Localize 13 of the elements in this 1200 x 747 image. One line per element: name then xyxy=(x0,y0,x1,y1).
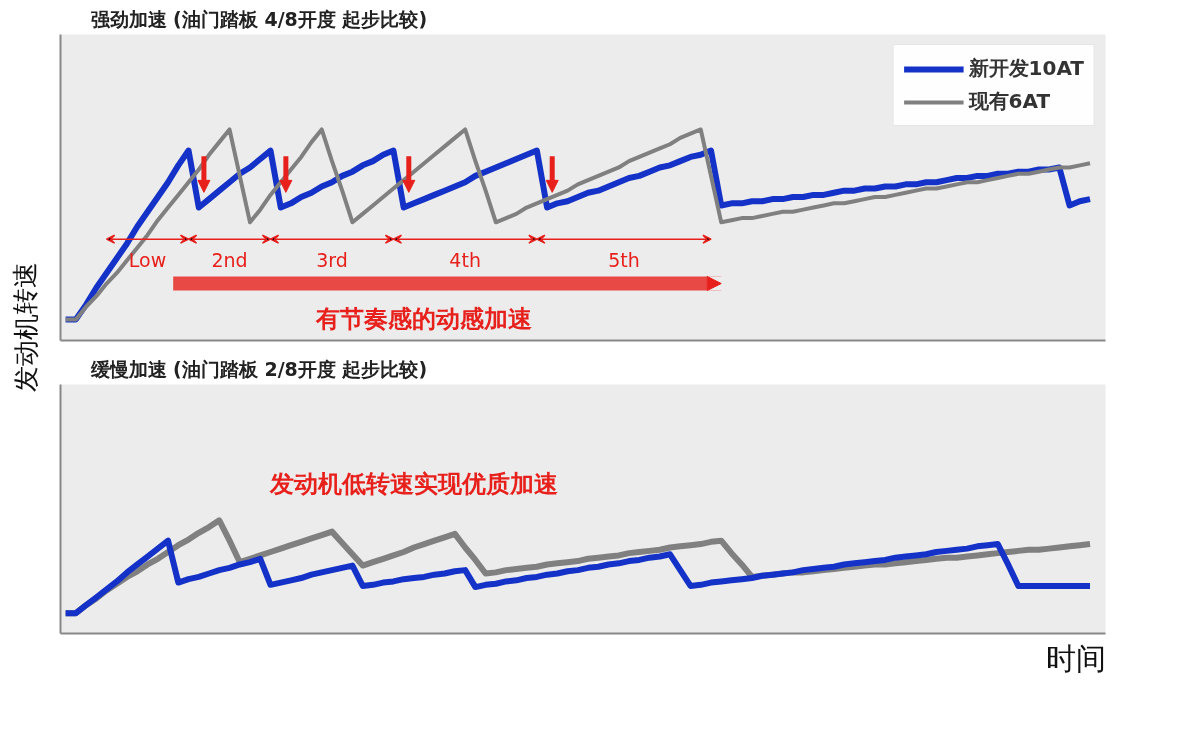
annotation: 5th xyxy=(608,249,640,272)
y-axis-title: 发动机转速 xyxy=(10,261,41,392)
legend-label: 新开发10AT xyxy=(968,55,1084,82)
legend-label: 现有6AT xyxy=(968,88,1051,115)
annotation: 3rd xyxy=(316,249,348,272)
x-axis-title: 时间 xyxy=(1045,640,1106,676)
chart-title: 缓慢加速 (油门踏板 2/8开度 起步比较) xyxy=(89,357,428,380)
annotation: Low xyxy=(128,249,167,272)
annotation: 4th xyxy=(449,249,481,272)
text: 发动机低转速实现优质加速 xyxy=(268,470,558,499)
annotation: 有节奏感的动感加速 xyxy=(315,305,533,334)
annotation: 2nd xyxy=(211,249,248,272)
chart-title: 强劲加速 (油门踏板 4/8开度 起步比较) xyxy=(90,7,428,30)
